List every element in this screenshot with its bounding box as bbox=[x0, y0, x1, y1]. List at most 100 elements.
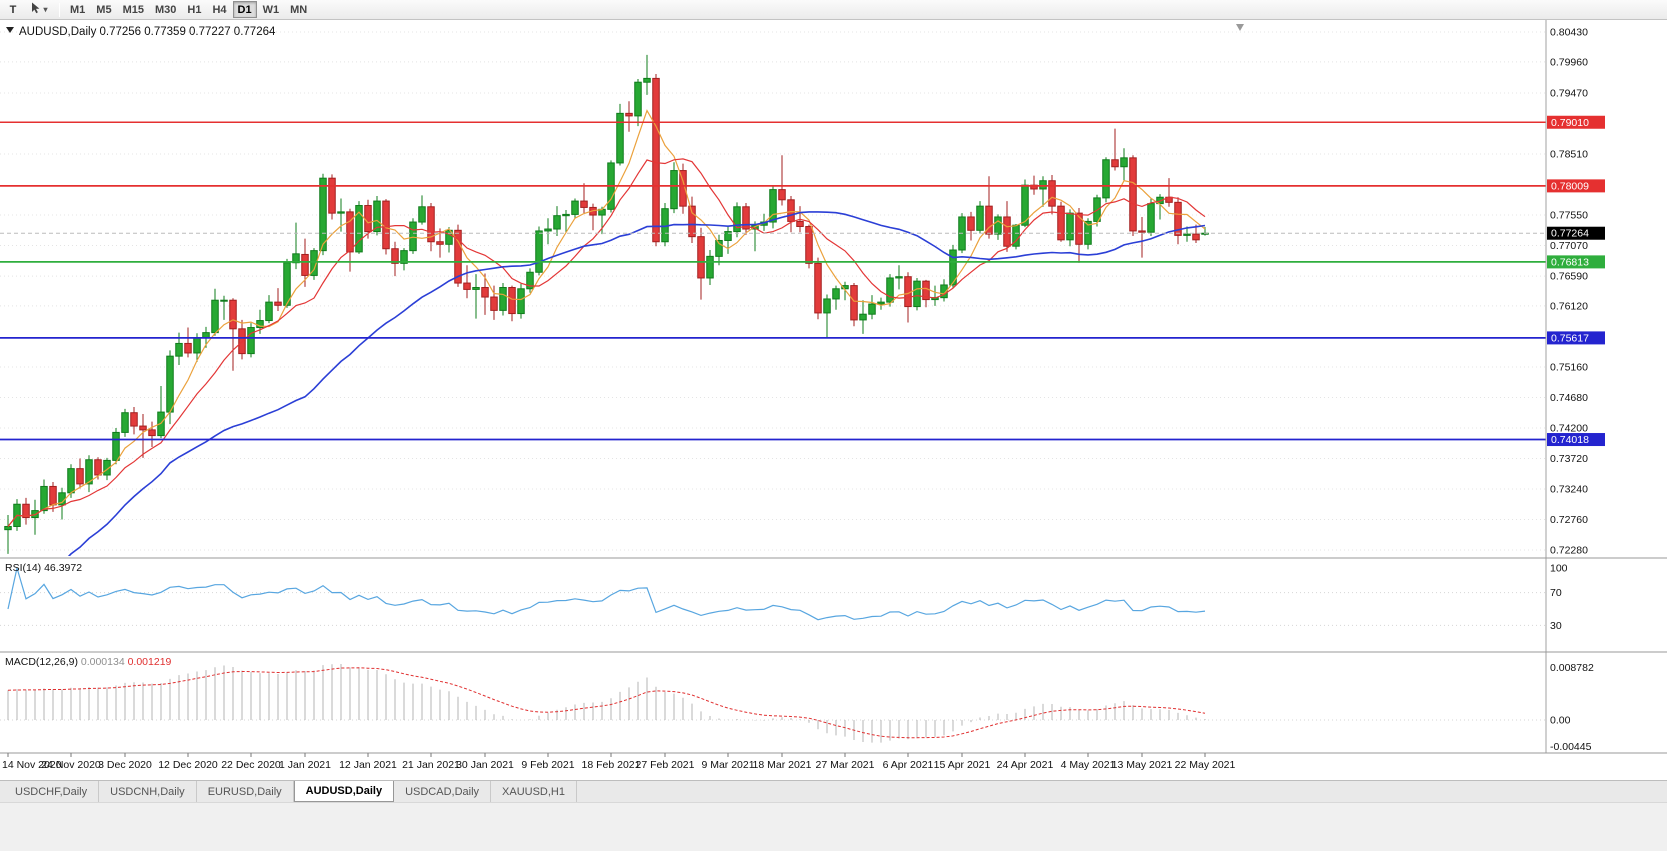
svg-text:30: 30 bbox=[1550, 620, 1562, 632]
macd-label: MACD(12,26,9) 0.000134 0.001219 bbox=[5, 656, 172, 668]
svg-text:0.72760: 0.72760 bbox=[1550, 514, 1588, 526]
symbol-tabbar: USDCHF,Daily USDCNH,Daily EURUSD,Daily AUDU… bbox=[0, 780, 1667, 802]
moving-average-5 bbox=[7, 109, 1206, 527]
svg-text:0.74018: 0.74018 bbox=[1551, 434, 1589, 446]
svg-text:18 Feb 2021: 18 Feb 2021 bbox=[582, 759, 641, 771]
price-gridlines bbox=[0, 31, 1546, 551]
svg-text:-0.00445: -0.00445 bbox=[1550, 741, 1592, 753]
level-price-badge: 0.79010 bbox=[1547, 115, 1605, 129]
svg-text:27 Feb 2021: 27 Feb 2021 bbox=[636, 759, 695, 771]
svg-text:6 Apr 2021: 6 Apr 2021 bbox=[883, 759, 934, 771]
svg-text:0.74680: 0.74680 bbox=[1550, 392, 1588, 404]
level-price-badge: 0.75617 bbox=[1547, 331, 1605, 345]
rsi-label: RSI(14) 46.3972 bbox=[5, 562, 82, 574]
svg-text:0.80430: 0.80430 bbox=[1550, 27, 1588, 39]
svg-text:18 Mar 2021: 18 Mar 2021 bbox=[753, 759, 812, 771]
timeframe-d1[interactable]: D1 bbox=[232, 1, 257, 18]
tab-eurusd[interactable]: EURUSD,Daily bbox=[197, 781, 294, 802]
svg-text:AUDUSD,Daily 0.77256 0.77359: AUDUSD,Daily 0.77256 0.77359 0.77227 0.7… bbox=[19, 26, 276, 38]
chart-background bbox=[0, 20, 1667, 780]
chart-shift-marker[interactable] bbox=[1236, 24, 1244, 31]
svg-text:0.73240: 0.73240 bbox=[1550, 483, 1588, 495]
svg-text:70: 70 bbox=[1550, 587, 1562, 599]
svg-text:9 Feb 2021: 9 Feb 2021 bbox=[521, 759, 574, 771]
svg-text:0.008782: 0.008782 bbox=[1550, 662, 1594, 674]
tab-usdchf[interactable]: USDCHF,Daily bbox=[4, 781, 100, 802]
timeframe-m5[interactable]: M5 bbox=[91, 1, 116, 18]
timeframe-mn[interactable]: MN bbox=[285, 1, 312, 18]
chart-title: AUDUSD,Daily 0.77256 0.77359 0.77227 0.7… bbox=[6, 26, 276, 38]
timeframe-h4[interactable]: H4 bbox=[207, 1, 231, 18]
chevron-down-icon: ▾ bbox=[43, 4, 48, 14]
svg-text:22 Dec 2020: 22 Dec 2020 bbox=[221, 759, 281, 771]
rsi-level-lines bbox=[0, 592, 1546, 626]
svg-text:0.77264: 0.77264 bbox=[1551, 228, 1589, 240]
svg-text:12 Jan 2021: 12 Jan 2021 bbox=[339, 759, 397, 771]
tab-usdcad[interactable]: USDCAD,Daily bbox=[394, 781, 492, 802]
svg-text:12 Dec 2020: 12 Dec 2020 bbox=[158, 759, 218, 771]
svg-text:13 May 2021: 13 May 2021 bbox=[1112, 759, 1173, 771]
cursor-icon bbox=[30, 2, 41, 17]
timeframe-m30[interactable]: M30 bbox=[150, 1, 181, 18]
svg-text:4 May 2021: 4 May 2021 bbox=[1061, 759, 1116, 771]
svg-text:0.73720: 0.73720 bbox=[1550, 453, 1588, 465]
svg-text:0.74200: 0.74200 bbox=[1550, 422, 1588, 434]
level-price-badge: 0.74018 bbox=[1547, 433, 1605, 447]
svg-text:9 Mar 2021: 9 Mar 2021 bbox=[701, 759, 754, 771]
svg-text:0.78009: 0.78009 bbox=[1551, 180, 1589, 192]
timeframe-m15[interactable]: M15 bbox=[118, 1, 149, 18]
svg-text:0.72280: 0.72280 bbox=[1550, 545, 1588, 557]
level-price-badge: 0.76813 bbox=[1547, 255, 1605, 269]
bottom-strip bbox=[0, 802, 1667, 851]
svg-text:30 Jan 2021: 30 Jan 2021 bbox=[456, 759, 514, 771]
macd-signal-line bbox=[7, 667, 1206, 739]
price-chart[interactable]: 0.80430 0.79960 0.79470 0.78510 0.77550 0.770… bbox=[0, 20, 1667, 780]
svg-text:0.79470: 0.79470 bbox=[1550, 88, 1588, 100]
svg-text:21 Jan 2021: 21 Jan 2021 bbox=[402, 759, 460, 771]
toolbar-separator bbox=[59, 2, 60, 17]
svg-text:0.75160: 0.75160 bbox=[1550, 361, 1588, 373]
timeframe-h1[interactable]: H1 bbox=[182, 1, 206, 18]
svg-text:0.79010: 0.79010 bbox=[1551, 117, 1589, 129]
svg-text:0.79960: 0.79960 bbox=[1550, 56, 1588, 68]
svg-text:3 Dec 2020: 3 Dec 2020 bbox=[98, 759, 152, 771]
top-toolbar: T ▾ M1 M5 M15 M30 H1 H4 D1 W1 MN bbox=[0, 0, 1667, 20]
price-axis[interactable] bbox=[1546, 20, 1667, 753]
level-price-badge: 0.78009 bbox=[1547, 179, 1605, 193]
tab-usdcnh[interactable]: USDCNH,Daily bbox=[99, 781, 197, 802]
moving-average-34 bbox=[67, 211, 1206, 556]
rsi-line bbox=[7, 567, 1206, 621]
tab-audusd[interactable]: AUDUSD,Daily bbox=[293, 781, 395, 802]
svg-text:0.75617: 0.75617 bbox=[1551, 332, 1589, 344]
collapse-triangle-icon bbox=[6, 27, 14, 33]
tab-xauusd[interactable]: XAUUSD,H1 bbox=[491, 781, 577, 802]
svg-text:0.78510: 0.78510 bbox=[1550, 149, 1588, 161]
moving-average-10 bbox=[7, 158, 1206, 527]
svg-text:0.76120: 0.76120 bbox=[1550, 300, 1588, 312]
svg-text:100: 100 bbox=[1550, 563, 1568, 575]
price-axis-tick-labels: 0.80430 0.79960 0.79470 0.78510 0.77550 0.770… bbox=[1550, 27, 1588, 557]
macd-histogram bbox=[7, 664, 1206, 743]
templates-button[interactable]: T bbox=[3, 1, 23, 18]
svg-text:24 Nov 2020: 24 Nov 2020 bbox=[41, 759, 101, 771]
timeframe-m1[interactable]: M1 bbox=[65, 1, 90, 18]
svg-text:27 Mar 2021: 27 Mar 2021 bbox=[816, 759, 875, 771]
svg-text:1 Jan 2021: 1 Jan 2021 bbox=[279, 759, 331, 771]
svg-text:0.76813: 0.76813 bbox=[1551, 256, 1589, 268]
timeframe-buttons: M1 M5 M15 M30 H1 H4 D1 W1 MN bbox=[65, 1, 312, 18]
cursor-tool-button[interactable]: ▾ bbox=[24, 1, 54, 18]
svg-text:0.76590: 0.76590 bbox=[1550, 271, 1588, 283]
current-price-badge: 0.77264 bbox=[1547, 226, 1605, 240]
macd-axis-labels: 0.008782 0.00 -0.00445 bbox=[1550, 662, 1594, 753]
svg-text:15 Apr 2021: 15 Apr 2021 bbox=[934, 759, 991, 771]
svg-text:0.77550: 0.77550 bbox=[1550, 210, 1588, 222]
svg-text:24 Apr 2021: 24 Apr 2021 bbox=[997, 759, 1054, 771]
timeframe-w1[interactable]: W1 bbox=[258, 1, 285, 18]
horizontal-level-lines[interactable] bbox=[0, 121, 1546, 441]
svg-text:0.77070: 0.77070 bbox=[1550, 240, 1588, 252]
svg-text:14 Nov 2020: 14 Nov 2020 bbox=[2, 759, 62, 771]
svg-text:22 May 2021: 22 May 2021 bbox=[1175, 759, 1236, 771]
rsi-axis-labels: 100 70 30 bbox=[1550, 563, 1568, 632]
